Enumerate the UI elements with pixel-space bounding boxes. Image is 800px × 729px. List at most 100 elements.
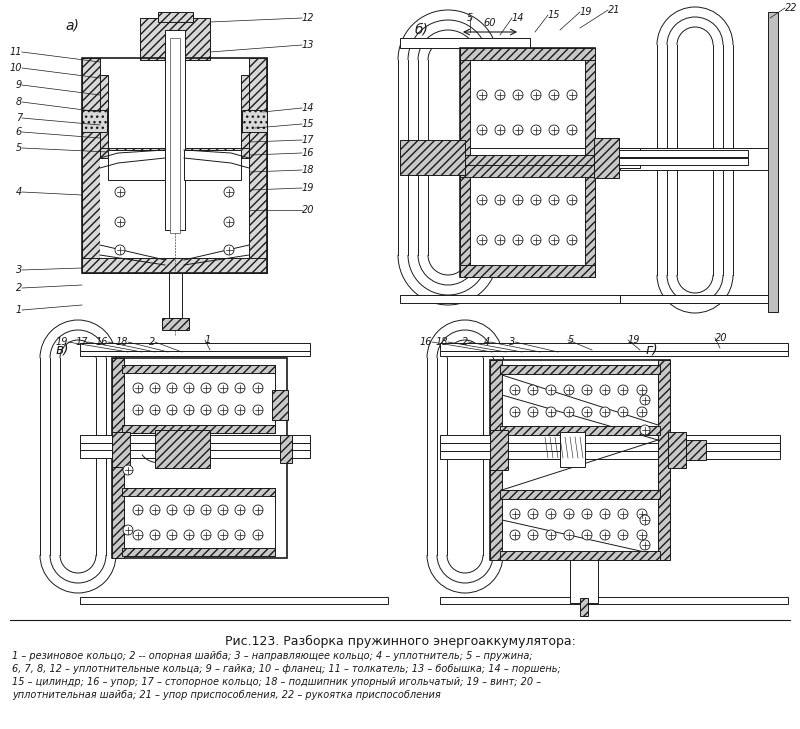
Bar xyxy=(162,318,189,330)
Circle shape xyxy=(167,405,177,415)
Bar xyxy=(490,360,670,560)
Text: 14: 14 xyxy=(512,13,525,23)
Circle shape xyxy=(564,385,574,395)
Bar xyxy=(158,12,193,22)
Circle shape xyxy=(567,90,577,100)
Bar xyxy=(241,75,249,150)
Bar xyxy=(122,365,275,373)
Bar xyxy=(249,58,267,263)
Circle shape xyxy=(510,407,520,417)
Circle shape xyxy=(477,195,487,205)
Text: 14: 14 xyxy=(302,103,314,113)
Circle shape xyxy=(618,509,628,519)
Bar xyxy=(440,443,780,451)
Circle shape xyxy=(582,385,592,395)
Bar xyxy=(122,365,275,433)
Text: 1: 1 xyxy=(16,305,22,315)
Text: 19: 19 xyxy=(580,7,593,17)
Bar xyxy=(82,258,267,273)
Circle shape xyxy=(495,195,505,205)
Bar xyxy=(80,351,310,356)
Circle shape xyxy=(123,525,133,535)
Text: 22: 22 xyxy=(785,3,798,13)
Bar xyxy=(122,488,275,496)
Text: 16: 16 xyxy=(302,148,314,158)
Bar xyxy=(500,490,660,560)
Circle shape xyxy=(167,505,177,515)
Circle shape xyxy=(253,383,263,393)
Circle shape xyxy=(637,530,647,540)
Circle shape xyxy=(618,407,628,417)
Bar xyxy=(440,343,788,351)
Circle shape xyxy=(618,530,628,540)
Circle shape xyxy=(637,509,647,519)
Circle shape xyxy=(235,505,245,515)
Text: 17: 17 xyxy=(302,135,314,145)
Circle shape xyxy=(218,530,228,540)
Bar xyxy=(100,148,165,158)
Text: 18: 18 xyxy=(435,337,448,347)
Text: 18: 18 xyxy=(302,165,314,175)
Circle shape xyxy=(115,245,125,255)
Circle shape xyxy=(218,383,228,393)
Text: 2: 2 xyxy=(462,337,468,347)
Circle shape xyxy=(150,383,160,393)
Circle shape xyxy=(150,530,160,540)
Text: а): а) xyxy=(65,18,79,32)
Bar xyxy=(500,365,660,374)
Text: 18: 18 xyxy=(115,337,128,347)
Circle shape xyxy=(184,505,194,515)
Bar xyxy=(165,30,185,230)
Text: 5: 5 xyxy=(568,335,574,345)
Bar xyxy=(500,426,660,435)
Bar xyxy=(668,432,686,468)
Circle shape xyxy=(549,235,559,245)
Bar xyxy=(686,440,706,460)
Circle shape xyxy=(513,195,523,205)
Circle shape xyxy=(618,385,628,395)
Text: 15 – цилиндр; 16 – упор; 17 – стопорное кольцо; 18 – подшипник упорный игольчаты: 15 – цилиндр; 16 – упор; 17 – стопорное … xyxy=(12,677,541,687)
Bar xyxy=(184,148,249,158)
Text: 5: 5 xyxy=(467,13,473,23)
Circle shape xyxy=(133,505,143,515)
Circle shape xyxy=(495,125,505,135)
Text: в): в) xyxy=(55,342,69,356)
Text: 19: 19 xyxy=(302,183,314,193)
Circle shape xyxy=(567,125,577,135)
Bar xyxy=(460,165,595,277)
Circle shape xyxy=(600,407,610,417)
Bar xyxy=(122,425,275,433)
Circle shape xyxy=(253,505,263,515)
Circle shape xyxy=(510,385,520,395)
Bar xyxy=(184,150,241,180)
Text: 20: 20 xyxy=(715,333,727,343)
Circle shape xyxy=(546,407,556,417)
Bar xyxy=(620,295,770,303)
Bar xyxy=(560,432,585,467)
Circle shape xyxy=(513,90,523,100)
Circle shape xyxy=(531,90,541,100)
Text: 2: 2 xyxy=(149,337,155,347)
Text: 10: 10 xyxy=(10,63,22,73)
Circle shape xyxy=(123,465,133,475)
Circle shape xyxy=(528,509,538,519)
Bar xyxy=(620,148,770,170)
Bar xyxy=(400,148,640,158)
Circle shape xyxy=(253,405,263,415)
Circle shape xyxy=(201,505,211,515)
Circle shape xyxy=(510,530,520,540)
Text: уплотнительная шайба; 21 – упор приспособления, 22 – рукоятка приспособления: уплотнительная шайба; 21 – упор приспосо… xyxy=(12,690,441,700)
Circle shape xyxy=(567,195,577,205)
Bar xyxy=(82,58,267,273)
Text: 60: 60 xyxy=(484,18,496,28)
Circle shape xyxy=(640,395,650,405)
Bar xyxy=(82,58,100,263)
Circle shape xyxy=(218,505,228,515)
Circle shape xyxy=(224,245,234,255)
Bar xyxy=(585,48,595,166)
Circle shape xyxy=(201,383,211,393)
Circle shape xyxy=(513,125,523,135)
Text: 7: 7 xyxy=(16,113,22,123)
Circle shape xyxy=(201,530,211,540)
Bar xyxy=(80,435,310,443)
